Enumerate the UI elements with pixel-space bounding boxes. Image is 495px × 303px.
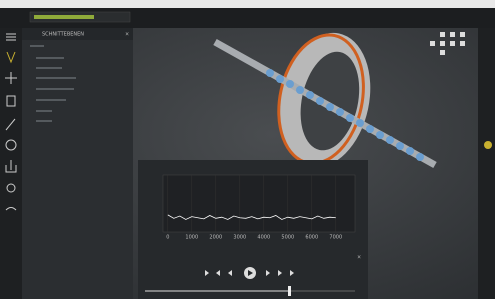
- x-tick-label: 2000: [209, 235, 222, 241]
- x-tick-label: 4000: [257, 235, 270, 241]
- x-tick-label: 5000: [281, 235, 294, 241]
- x-tick-label: 3000: [233, 235, 246, 241]
- plot-close[interactable]: ×: [357, 255, 361, 261]
- title-bar: [0, 0, 495, 8]
- panel-title: SCHNITTEBENEN: [42, 32, 84, 38]
- app: SCHNITTEBENEN × 0 1000 2000 3000 4000 5000 600…: [0, 0, 495, 299]
- x-tick-label: 1000: [185, 235, 198, 241]
- file-text: [34, 15, 94, 19]
- page: SCHNITTEBENEN × 0 1000 2000 3000 4000 5000 600…: [0, 0, 495, 299]
- run-button[interactable]: [484, 141, 492, 149]
- x-tick-label: 7000: [329, 235, 342, 241]
- x-tick-label: 6000: [305, 235, 318, 241]
- panel-close[interactable]: ×: [125, 32, 129, 38]
- timeline-knob[interactable]: [288, 286, 291, 296]
- x-tick-label: 0: [166, 235, 169, 241]
- right-bar: [478, 28, 495, 299]
